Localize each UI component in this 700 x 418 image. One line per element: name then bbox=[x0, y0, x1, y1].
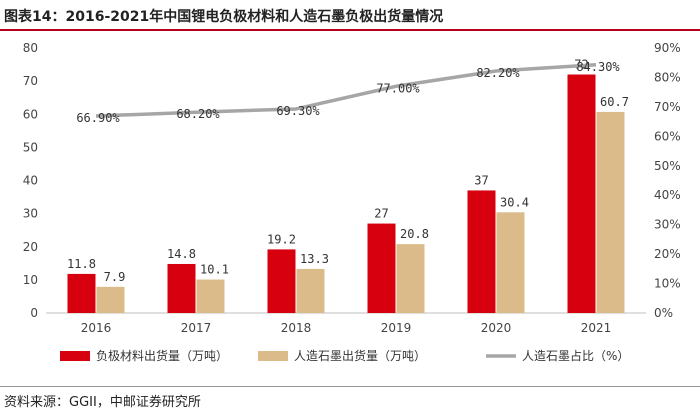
source-note: 资料来源：GGII，中邮证券研究所 bbox=[4, 395, 201, 410]
bar-series1-label: 37 bbox=[474, 173, 488, 187]
x-tick-label: 2016 bbox=[81, 321, 112, 335]
bar-series1 bbox=[567, 74, 596, 313]
y2-tick-label: 80% bbox=[654, 70, 681, 84]
line-series3-label: 84.30% bbox=[576, 60, 620, 74]
bar-series1-label: 27 bbox=[374, 207, 388, 221]
bar-series1 bbox=[67, 273, 96, 313]
bar-series2 bbox=[96, 286, 125, 313]
bar-series1-label: 14.8 bbox=[167, 247, 196, 261]
y-tick-label: 30 bbox=[23, 207, 38, 221]
line-series3-label: 77.00% bbox=[376, 81, 420, 95]
legend-series1-swatch bbox=[60, 351, 90, 361]
x-tick-label: 2018 bbox=[281, 321, 312, 335]
bar-series2 bbox=[496, 212, 525, 313]
y2-tick-label: 0% bbox=[654, 306, 673, 320]
y-tick-label: 20 bbox=[23, 240, 38, 254]
bar-series1-label: 11.8 bbox=[67, 257, 96, 271]
y2-tick-label: 60% bbox=[654, 129, 681, 143]
chart-title: 图表14：2016-2021年中国锂电负极材料和人造石墨负极出货量情况 bbox=[4, 9, 444, 25]
legend-series1-label: 负极材料出货量（万吨） bbox=[96, 348, 228, 363]
source-divider bbox=[0, 386, 700, 387]
y2-tick-label: 30% bbox=[654, 218, 681, 232]
legend-series2-swatch bbox=[258, 351, 288, 361]
y-tick-label: 50 bbox=[23, 140, 38, 154]
bar-series2 bbox=[296, 268, 325, 313]
bar-series2-label: 30.4 bbox=[500, 195, 529, 209]
chart-title-bar: 图表14：2016-2021年中国锂电负极材料和人造石墨负极出货量情况 bbox=[0, 0, 700, 31]
line-series3 bbox=[95, 63, 597, 118]
y-tick-label: 0 bbox=[30, 306, 38, 320]
bar-series2-label: 60.7 bbox=[600, 95, 629, 109]
bar-series1 bbox=[467, 190, 496, 313]
bar-series1 bbox=[367, 223, 396, 313]
y-tick-label: 70 bbox=[23, 74, 38, 88]
y-tick-label: 40 bbox=[23, 174, 38, 188]
y2-tick-label: 20% bbox=[654, 247, 681, 261]
title-divider bbox=[0, 29, 700, 31]
legend-series2-label: 人造石墨出货量（万吨） bbox=[294, 348, 426, 363]
line-series3-label: 69.30% bbox=[276, 104, 320, 118]
x-tick-label: 2020 bbox=[481, 321, 512, 335]
y-tick-label: 80 bbox=[23, 41, 38, 55]
legend-series3-label: 人造石墨占比（%） bbox=[522, 348, 629, 363]
y2-tick-label: 70% bbox=[654, 100, 681, 114]
y2-tick-label: 50% bbox=[654, 159, 681, 173]
y-tick-label: 10 bbox=[23, 273, 38, 287]
bar-series2-label: 7.9 bbox=[104, 270, 126, 284]
x-tick-label: 2021 bbox=[581, 321, 612, 335]
line-series3-label: 66.90% bbox=[76, 111, 120, 125]
bar-series2-label: 10.1 bbox=[200, 263, 229, 277]
y-tick-label: 60 bbox=[23, 107, 38, 121]
y2-tick-label: 90% bbox=[654, 41, 681, 55]
bar-series1 bbox=[267, 249, 296, 313]
bar-series1 bbox=[167, 263, 196, 313]
x-tick-label: 2017 bbox=[181, 321, 212, 335]
y2-tick-label: 40% bbox=[654, 188, 681, 202]
line-series3-label: 82.20% bbox=[476, 66, 520, 80]
bar-series1-label: 19.2 bbox=[267, 232, 296, 246]
bar-series2-label: 20.8 bbox=[400, 227, 429, 241]
y2-tick-label: 10% bbox=[654, 277, 681, 291]
bar-series2-label: 13.3 bbox=[300, 252, 329, 266]
line-series3-label: 68.20% bbox=[176, 107, 220, 121]
x-tick-label: 2019 bbox=[381, 321, 412, 335]
combo-chart: 0 10 20 30 40 50 60 70 80 0% 10% 20% 30% 40% 50% 60% 70%… bbox=[23, 41, 681, 363]
bar-series2 bbox=[596, 111, 625, 314]
bar-series2 bbox=[196, 279, 225, 313]
bar-series2 bbox=[396, 244, 425, 313]
